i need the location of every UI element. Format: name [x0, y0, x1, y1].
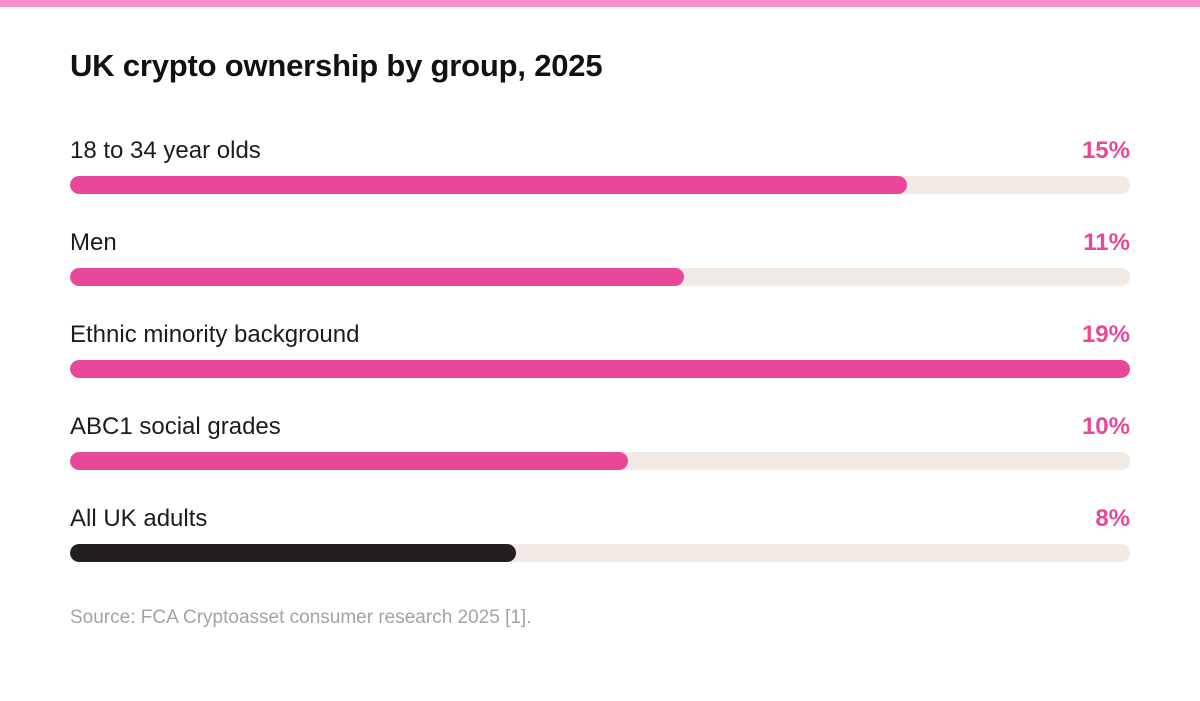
bar-row: 18 to 34 year olds 15% [70, 134, 1130, 226]
bar-label: 18 to 34 year olds [70, 137, 261, 164]
bar-value-label: 15% [1081, 137, 1130, 164]
bar-value-label: 11% [1083, 229, 1130, 256]
bar-row: Ethnic minority background 19% [70, 318, 1130, 410]
bar-value-label: 8% [1095, 505, 1130, 532]
bar [70, 360, 1130, 378]
bar-track [70, 360, 1130, 378]
bar-label: Ethnic minority background [70, 321, 360, 348]
bar-track [70, 176, 1130, 194]
bar-row: Men 11% [70, 226, 1130, 318]
bar-track [70, 268, 1130, 286]
bar [70, 452, 628, 470]
bar-rows: 18 to 34 year olds 15% Men 11% Ethnic minori… [70, 134, 1130, 594]
bar [70, 544, 517, 562]
bar-value-label: 19% [1081, 321, 1130, 348]
bar-label: Men [70, 229, 117, 256]
bar-track [70, 452, 1130, 470]
bar [70, 268, 684, 286]
top-accent-stripe [0, 0, 1200, 7]
bar-row: ABC1 social grades 10% [70, 410, 1130, 502]
bar-track [70, 544, 1130, 562]
bar-label: ABC1 social grades [70, 413, 281, 440]
bar-value-label: 10% [1081, 413, 1130, 440]
chart-title: UK crypto ownership by group, 2025 [70, 48, 603, 83]
bar [70, 176, 907, 194]
bar-label: All UK adults [70, 505, 208, 532]
bar-row: All UK adults 8% [70, 502, 1130, 594]
source-note: Source: FCA Cryptoasset consumer researc… [70, 607, 532, 628]
